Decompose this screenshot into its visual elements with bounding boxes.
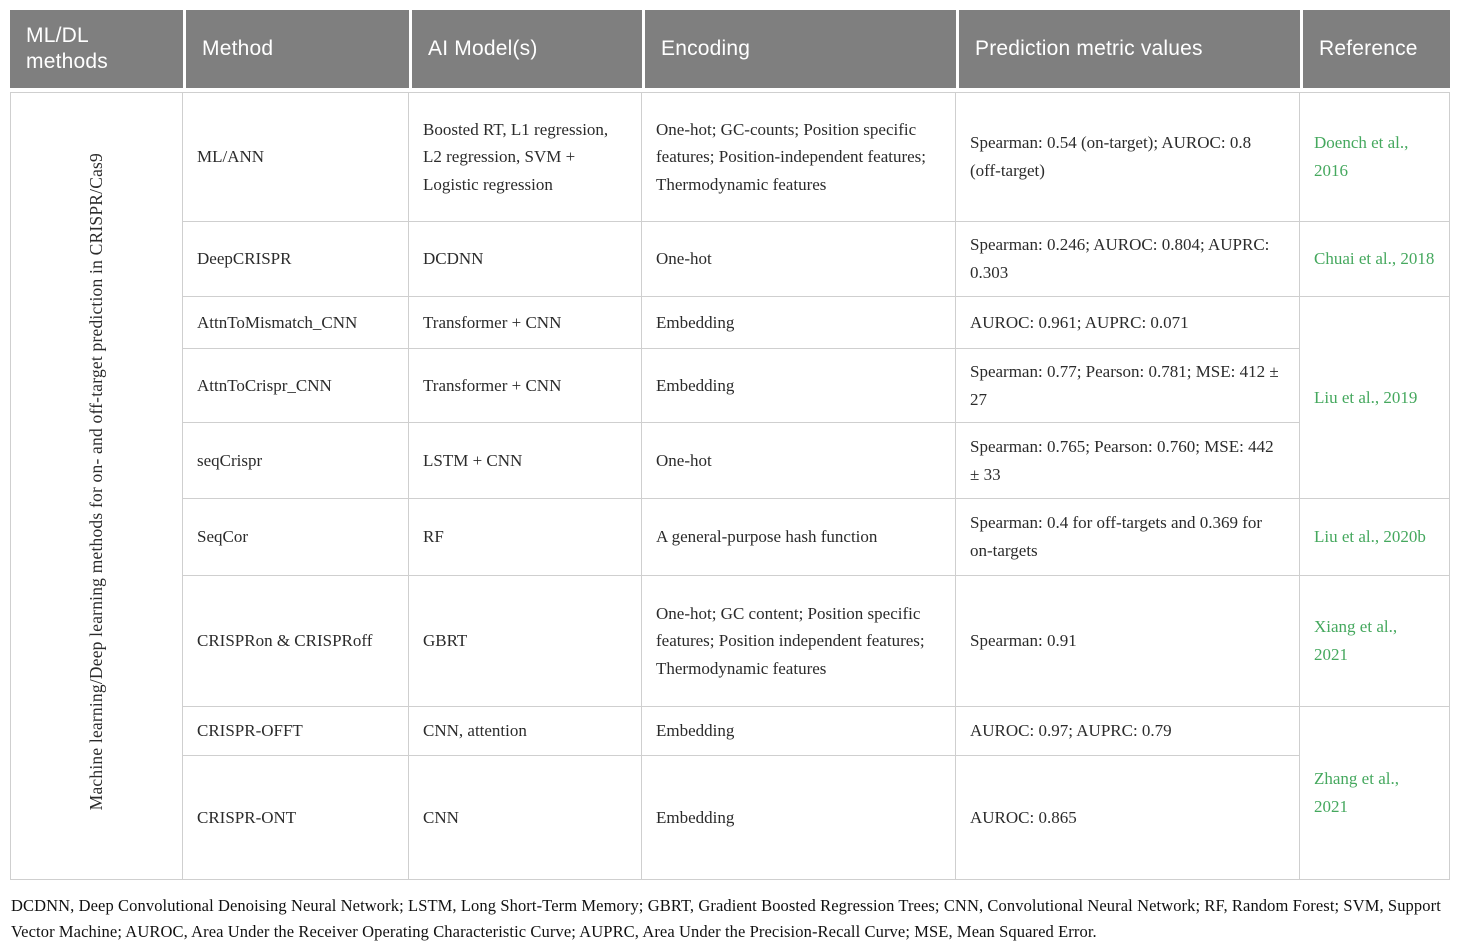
ml-dl-methods-table: ML/DL methods Method AI Model(s) Encodin… — [10, 10, 1450, 880]
table-row: CRISPRon & CRISPRoff GBRT One-hot; GC co… — [10, 576, 1450, 707]
group-label-cell: Machine learning/Deep learning methods f… — [10, 92, 183, 880]
cell-encoding: Embedding — [642, 297, 956, 349]
table-row: SeqCor RF A general-purpose hash functio… — [10, 499, 1450, 576]
cell-metrics: Spearman: 0.54 (on-target); AUROC: 0.8 (… — [956, 92, 1300, 222]
cell-metrics: Spearman: 0.246; AUROC: 0.804; AUPRC: 0.… — [956, 222, 1300, 297]
header-reference: Reference — [1300, 10, 1450, 92]
cell-encoding: One-hot; GC content; Position specific f… — [642, 576, 956, 707]
cell-ai-models: GBRT — [409, 576, 642, 707]
table-row: CRISPR-ONT CNN Embedding AUROC: 0.865 — [10, 756, 1450, 880]
cell-ai-models: RF — [409, 499, 642, 576]
cell-encoding: Embedding — [642, 349, 956, 423]
cell-method: CRISPRon & CRISPRoff — [183, 576, 409, 707]
cell-method: AttnToCrispr_CNN — [183, 349, 409, 423]
cell-method: DeepCRISPR — [183, 222, 409, 297]
table-row: seqCrispr LSTM + CNN One-hot Spearman: 0… — [10, 423, 1450, 499]
cell-ai-models: Transformer + CNN — [409, 349, 642, 423]
reference-link[interactable]: Doench et al., 2016 — [1300, 92, 1450, 222]
cell-encoding: One-hot — [642, 222, 956, 297]
cell-ai-models: LSTM + CNN — [409, 423, 642, 499]
cell-method: seqCrispr — [183, 423, 409, 499]
header-ai-models: AI Model(s) — [409, 10, 642, 92]
header-row: ML/DL methods Method AI Model(s) Encodin… — [10, 10, 1450, 92]
header-prediction-metric-values: Prediction metric values — [956, 10, 1300, 92]
reference-link[interactable]: Liu et al., 2020b — [1300, 499, 1450, 576]
cell-metrics: Spearman: 0.765; Pearson: 0.760; MSE: 44… — [956, 423, 1300, 499]
table-footnote: DCDNN, Deep Convolutional Denoising Neur… — [11, 896, 1441, 941]
cell-ai-models: Transformer + CNN — [409, 297, 642, 349]
reference-link[interactable]: Liu et al., 2019 — [1300, 297, 1450, 499]
cell-metrics: AUROC: 0.865 — [956, 756, 1300, 880]
cell-method: AttnToMismatch_CNN — [183, 297, 409, 349]
table-row: Machine learning/Deep learning methods f… — [10, 92, 1450, 880]
header-encoding: Encoding — [642, 10, 956, 92]
header-ml-dl-methods: ML/DL methods — [10, 10, 183, 92]
cell-encoding: Embedding — [642, 756, 956, 880]
reference-link[interactable]: Xiang et al., 2021 — [1300, 576, 1450, 707]
cell-method: ML/ANN — [183, 92, 409, 222]
reference-link[interactable]: Zhang et al., 2021 — [1300, 707, 1450, 880]
cell-ai-models: CNN, attention — [409, 707, 642, 756]
group-label: Machine learning/Deep learning methods f… — [86, 153, 107, 811]
table-row: AttnToCrispr_CNN Transformer + CNN Embed… — [10, 349, 1450, 423]
reference-link[interactable]: Chuai et al., 2018 — [1300, 222, 1450, 297]
cell-method: CRISPR-OFFT — [183, 707, 409, 756]
cell-method: SeqCor — [183, 499, 409, 576]
cell-metrics: Spearman: 0.77; Pearson: 0.781; MSE: 412… — [956, 349, 1300, 423]
table-row: DeepCRISPR DCDNN One-hot Spearman: 0.246… — [10, 222, 1450, 297]
cell-metrics: AUROC: 0.961; AUPRC: 0.071 — [956, 297, 1300, 349]
cell-ai-models: CNN — [409, 756, 642, 880]
cell-method: CRISPR-ONT — [183, 756, 409, 880]
header-method: Method — [183, 10, 409, 92]
table-row: AttnToMismatch_CNN Transformer + CNN Emb… — [10, 297, 1450, 499]
cell-encoding: Embedding — [642, 707, 956, 756]
cell-ai-models: DCDNN — [409, 222, 642, 297]
cell-encoding: A general-purpose hash function — [642, 499, 956, 576]
cell-ai-models: Boosted RT, L1 regression, L2 regression… — [409, 92, 642, 222]
cell-encoding: One-hot — [642, 423, 956, 499]
cell-metrics: AUROC: 0.97; AUPRC: 0.79 — [956, 707, 1300, 756]
cell-metrics: Spearman: 0.4 for off-targets and 0.369 … — [956, 499, 1300, 576]
cell-metrics: Spearman: 0.91 — [956, 576, 1300, 707]
table-row: CRISPR-OFFT CNN, attention Embedding AUR… — [10, 707, 1450, 880]
cell-encoding: One-hot; GC-counts; Position specific fe… — [642, 92, 956, 222]
